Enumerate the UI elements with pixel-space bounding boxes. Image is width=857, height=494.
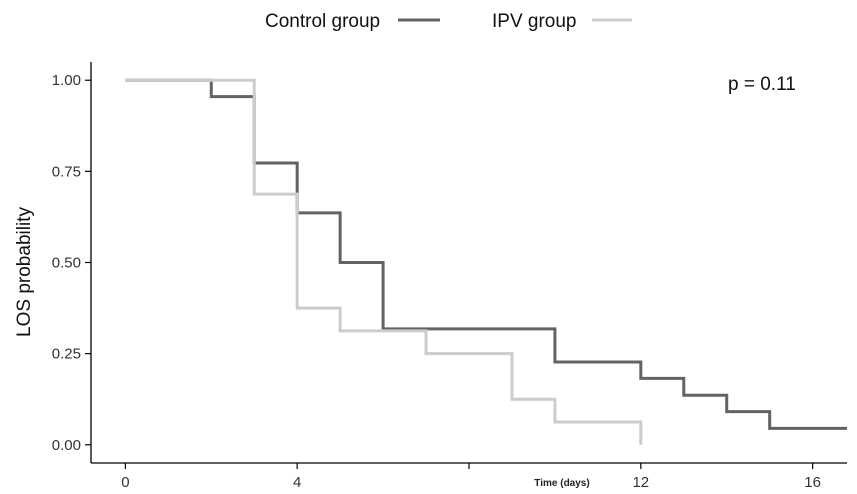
y-tick-label: 0.25 — [52, 346, 81, 363]
x-tick-label: 16 — [804, 474, 821, 491]
y-tick-label: 0.75 — [52, 163, 81, 180]
p-value-annotation: p = 0.11 — [728, 74, 796, 95]
x-ticks: 0 4 12 16 — [121, 463, 821, 491]
y-tick-label: 1.00 — [52, 72, 81, 89]
legend-label-ipv: IPV group — [492, 11, 577, 32]
y-axis-label: LOS probability — [14, 207, 35, 337]
y-ticks: 0.00 0.25 0.50 0.75 1.00 — [52, 72, 91, 454]
series-layer — [125, 78, 847, 445]
legend-label-control: Control group — [265, 11, 380, 32]
series-line-control — [125, 78, 847, 430]
x-tick-label: 0 — [121, 474, 129, 491]
x-tick-label: 12 — [632, 474, 649, 491]
y-tick-label: 0.50 — [52, 255, 81, 272]
y-tick-label: 0.00 — [52, 437, 81, 454]
legend: Control group IPV group — [265, 11, 632, 32]
series-line-ipv — [125, 78, 643, 445]
x-tick-label: 4 — [293, 474, 301, 491]
x-axis-label: Time (days) — [534, 478, 589, 489]
